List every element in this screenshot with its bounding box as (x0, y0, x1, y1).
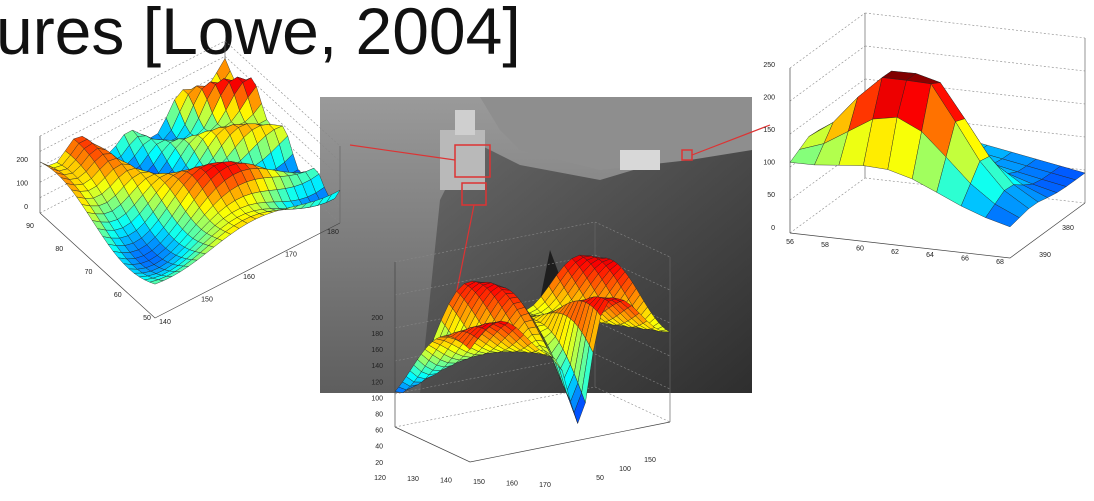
tick-label: 100 (763, 160, 775, 167)
tick-label: 90 (26, 223, 34, 230)
tick-label: 140 (159, 319, 171, 326)
tick-label: 0 (771, 225, 775, 232)
tick-label: 140 (440, 478, 452, 485)
tick-label: 66 (961, 256, 969, 263)
box-grid (790, 178, 865, 233)
tick-label: 150 (201, 296, 213, 303)
surface-plot: 0 50 100 150 200 250 56 58 60 62 64 66 68 380 390 (763, 13, 1085, 266)
tick-label: 80 (55, 246, 63, 253)
tick-label: 250 (763, 62, 775, 69)
box-grid (865, 13, 1085, 38)
box-floor (395, 422, 670, 462)
tick-label: 200 (371, 315, 383, 322)
tick-label: 70 (85, 269, 93, 276)
tick-label: 58 (821, 242, 829, 249)
tick-label: 170 (285, 251, 297, 258)
tick-label: 80 (375, 412, 383, 419)
tick-label: 120 (371, 379, 383, 386)
box-floor (790, 203, 1085, 258)
tick-label: 380 (1062, 225, 1074, 232)
slide-title: ures [Lowe, 2004] (0, 0, 521, 68)
tick-label: 200 (763, 94, 775, 101)
tick-label: 150 (473, 479, 485, 486)
tick-label: 60 (114, 292, 122, 299)
tick-label: 150 (763, 127, 775, 134)
tick-label: 50 (143, 315, 151, 322)
box-grid (790, 46, 865, 101)
tick-label: 50 (596, 475, 604, 482)
tick-label: 120 (374, 475, 386, 482)
tick-label: 40 (375, 444, 383, 451)
tick-label: 68 (996, 259, 1004, 266)
surface-plot: 0 100 200 140 150 160 170 180 50 60 70 80 90 (16, 41, 340, 326)
tick-label: 60 (375, 428, 383, 435)
tick-label: 50 (767, 192, 775, 199)
tick-label: 62 (891, 249, 899, 256)
tick-label: 56 (786, 239, 794, 246)
tick-label: 20 (375, 460, 383, 467)
tick-label: 0 (24, 204, 28, 211)
tick-label: 200 (16, 157, 28, 164)
tick-label: 64 (926, 252, 934, 259)
tick-label: 60 (856, 246, 864, 253)
tick-label: 170 (539, 482, 551, 489)
tick-label: 100 (371, 395, 383, 402)
tick-label: 140 (371, 363, 383, 370)
tick-label: 180 (327, 229, 339, 236)
tick-label: 160 (243, 274, 255, 281)
box-grid (790, 13, 865, 68)
tick-label: 160 (371, 347, 383, 354)
tick-label: 180 (371, 331, 383, 338)
tick-label: 160 (506, 480, 518, 487)
tick-label: 100 (16, 180, 28, 187)
box-grid (865, 46, 1085, 71)
tick-label: 390 (1039, 252, 1051, 259)
tick-label: 100 (619, 466, 631, 473)
slide: ures [Lowe, 2004] 0100200140150160170180… (0, 0, 1094, 501)
tick-label: 130 (407, 476, 419, 483)
tick-label: 150 (644, 457, 656, 464)
